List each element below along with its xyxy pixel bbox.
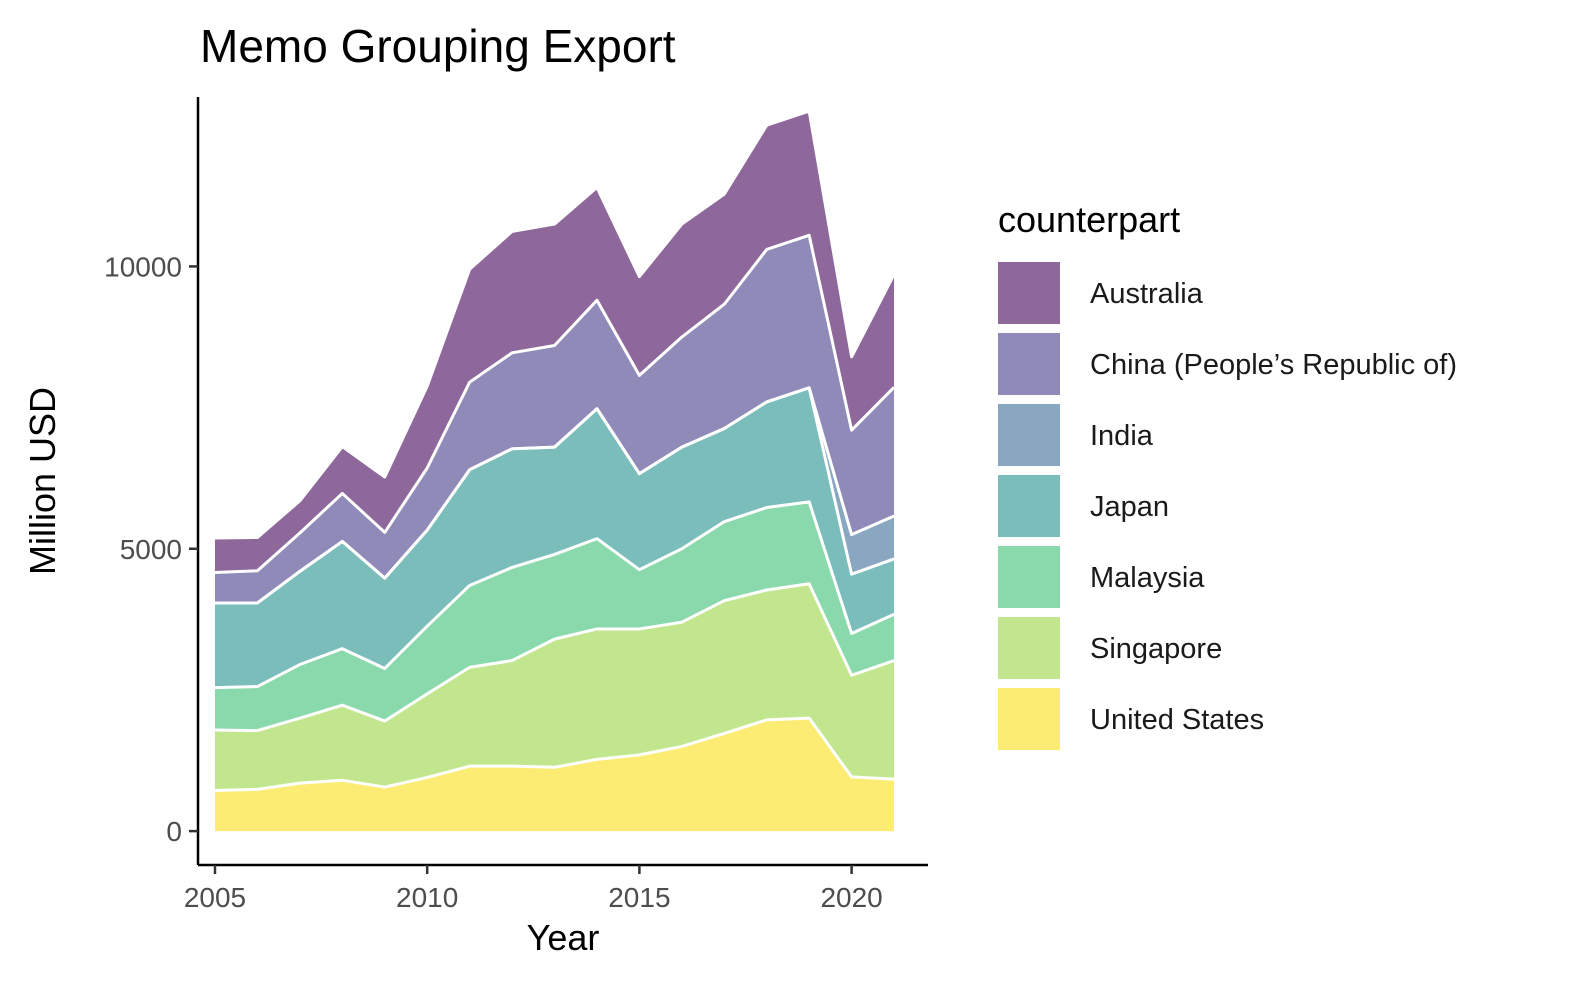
area-china-people-s-republic-of: [214, 235, 895, 603]
x-tick-label: 2005: [184, 882, 246, 913]
legend-item-singapore: Singapore: [998, 617, 1222, 679]
legend-label-japan: Japan: [1090, 491, 1169, 523]
area-australia: [214, 111, 895, 573]
line-malaysia: [214, 500, 895, 690]
line-india: [214, 386, 895, 605]
plot-areas: [214, 111, 895, 832]
area-united-states: [214, 718, 895, 832]
x-tick-label: 2010: [396, 882, 458, 913]
legend-label-australia: Australia: [1090, 278, 1204, 310]
line-australia: [214, 109, 896, 540]
legend: counterpart Australia China (People’s Rep…: [998, 199, 1457, 750]
legend-key-united-states: [998, 688, 1060, 750]
line-singapore: [214, 582, 895, 733]
y-tick-label: 5000: [120, 534, 182, 565]
legend-label-united-states: United States: [1090, 704, 1264, 736]
legend-label-singapore: Singapore: [1090, 633, 1222, 665]
legend-label-china-people-s-republic-of: China (People’s Republic of): [1090, 349, 1457, 381]
legend-item-united-states: United States: [998, 688, 1264, 750]
legend-key-australia: [998, 262, 1060, 324]
area-japan: [214, 387, 895, 688]
x-axis-title: Year: [527, 917, 600, 958]
area-malaysia: [214, 501, 895, 731]
legend-label-india: India: [1090, 420, 1154, 452]
chart-title: Memo Grouping Export: [200, 20, 676, 72]
legend-key-india: [998, 404, 1060, 466]
legend-item-china-people-s-republic-of: China (People’s Republic of): [998, 333, 1457, 395]
x-axis-ticks: 2005 2010 2015 2020: [184, 865, 883, 913]
legend-label-malaysia: Malaysia: [1090, 562, 1205, 594]
y-tick-label: 0: [166, 816, 182, 847]
legend-item-india: India: [998, 404, 1154, 466]
y-axis-ticks: 0 5000 10000: [104, 251, 198, 847]
legend-key-malaysia: [998, 546, 1060, 608]
legend-item-malaysia: Malaysia: [998, 546, 1205, 608]
x-tick-label: 2015: [608, 882, 670, 913]
legend-item-australia: Australia: [998, 262, 1204, 324]
legend-key-japan: [998, 475, 1060, 537]
legend-key-china-people-s-republic-of: [998, 333, 1060, 395]
legend-title: counterpart: [998, 199, 1180, 240]
plot-lines: [214, 109, 896, 792]
y-tick-label: 10000: [104, 251, 182, 282]
y-axis-title: Million USD: [22, 387, 63, 575]
line-china-people-s-republic-of: [214, 233, 896, 574]
legend-items: Australia China (People’s Republic of) Ind…: [998, 262, 1457, 750]
line-united-states: [214, 716, 895, 792]
x-tick-label: 2020: [820, 882, 882, 913]
area-singapore: [214, 583, 895, 791]
legend-item-japan: Japan: [998, 475, 1169, 537]
legend-key-singapore: [998, 617, 1060, 679]
